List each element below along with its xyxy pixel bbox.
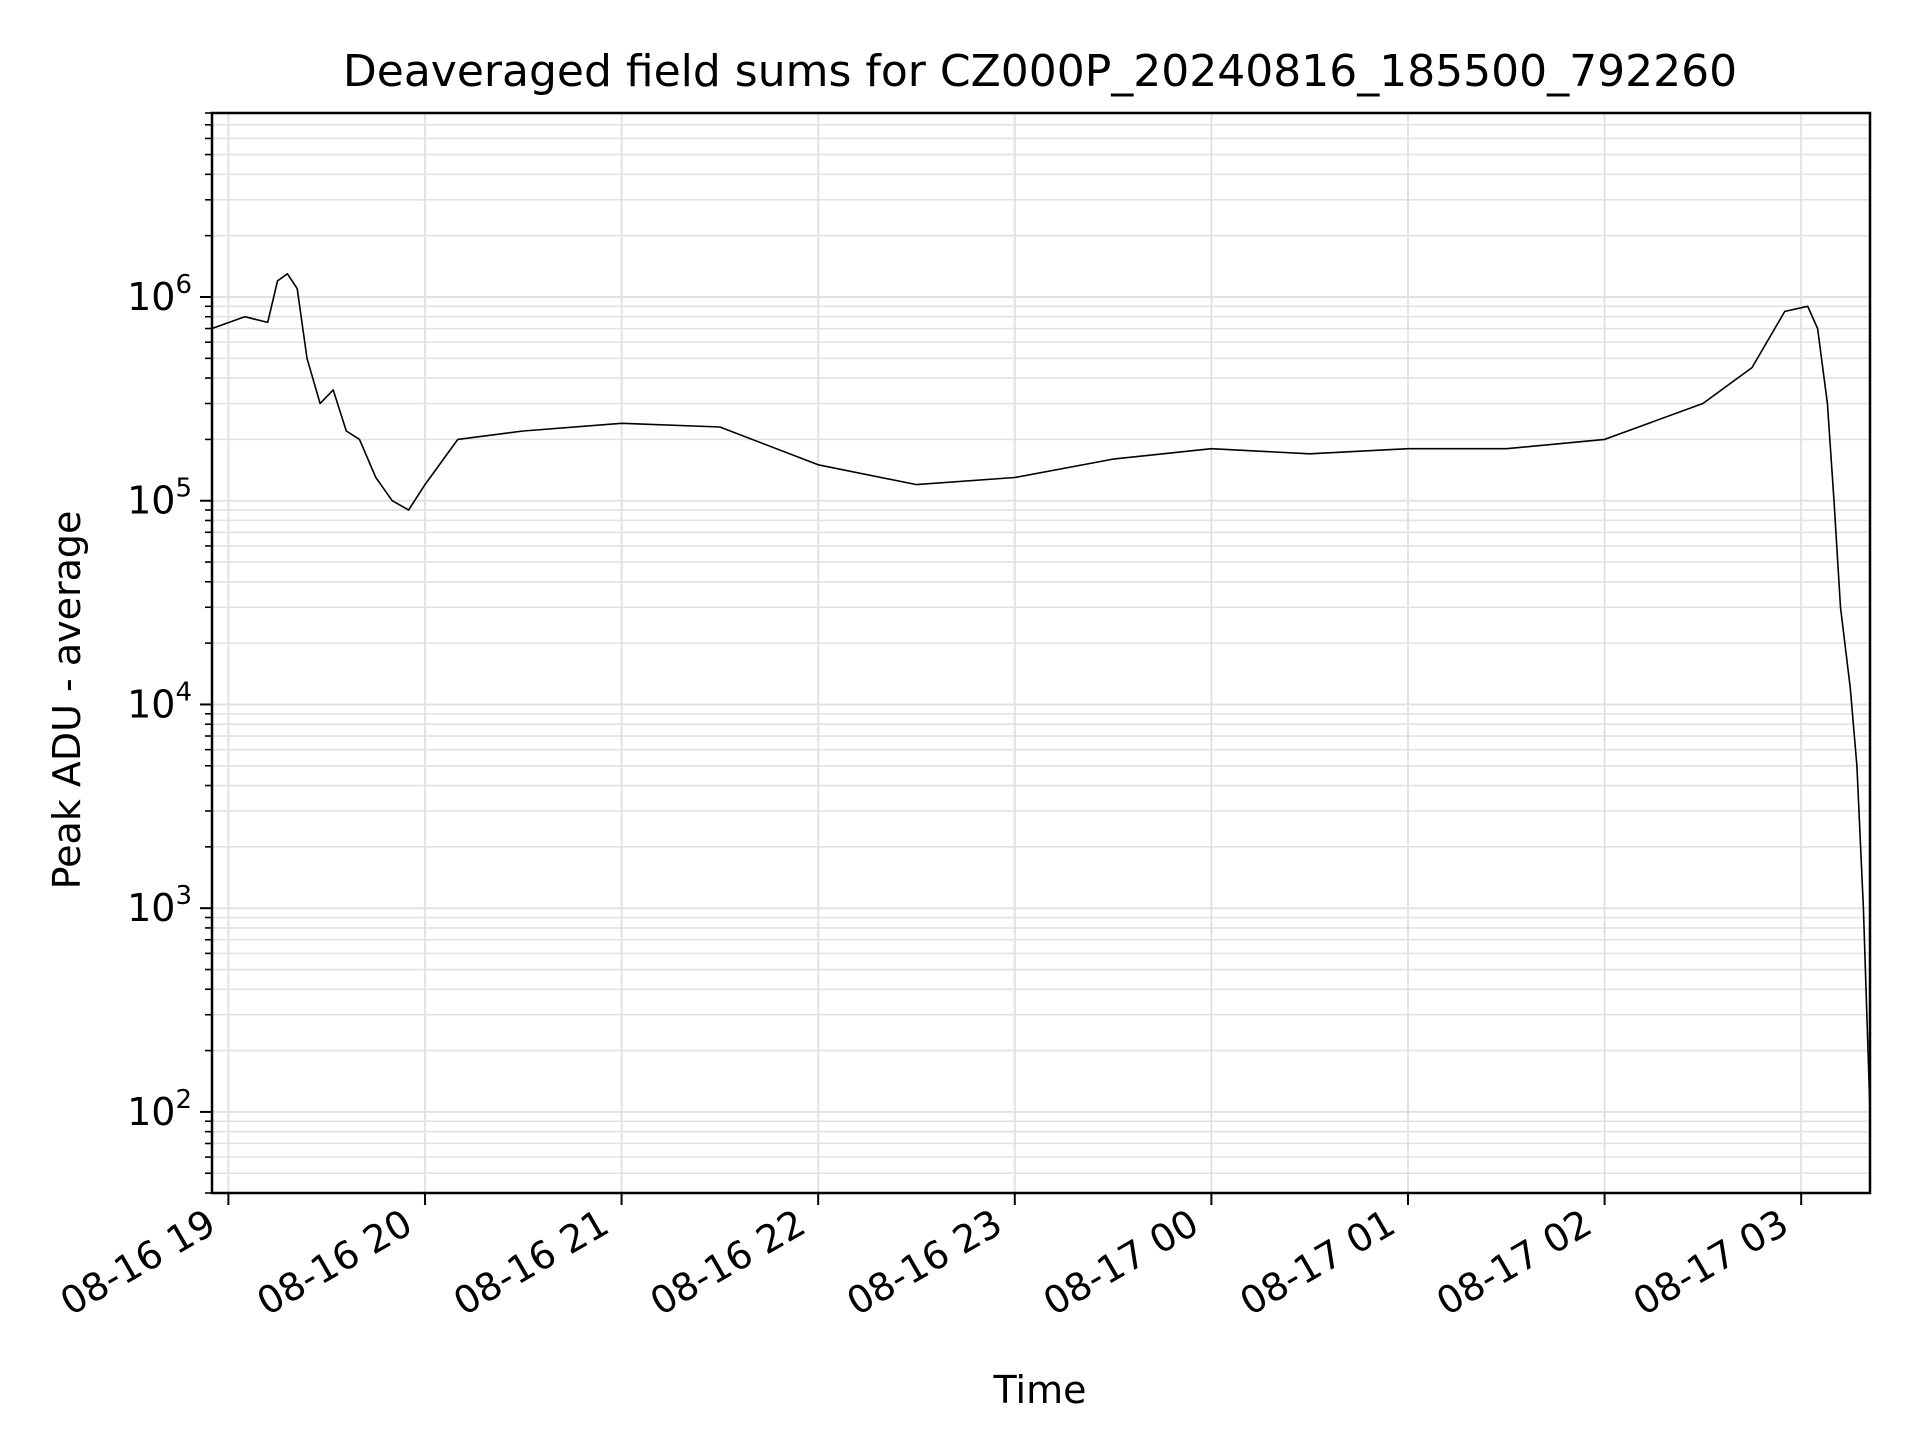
y-axis: 102 103 104 105 106 (127, 112, 212, 1194)
series-layer (211, 272, 1871, 1112)
y-tick-label: 105 (127, 474, 192, 523)
x-axis-label: Time (993, 1368, 1087, 1412)
y-tick-label: 104 (127, 677, 192, 726)
y-tick-label: 102 (127, 1085, 192, 1134)
y-tick-label: 106 (127, 270, 192, 319)
plot-area-frame (210, 111, 1872, 1195)
series-line-0 (211, 272, 1871, 1112)
chart-title: Deaveraged field sums for CZ000P_2024081… (343, 46, 1737, 97)
y-tick-label: 103 (127, 881, 192, 930)
y-axis-label: Peak ADU - average (45, 511, 89, 890)
grid (212, 112, 1870, 1194)
